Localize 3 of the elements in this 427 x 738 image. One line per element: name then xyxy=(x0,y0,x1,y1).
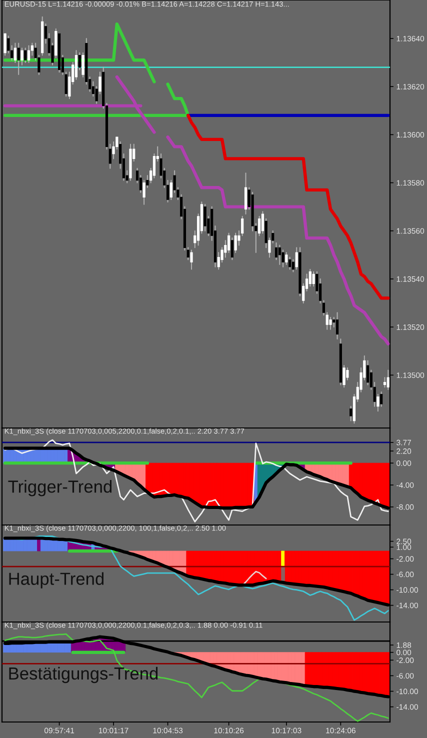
annotation: Haupt-Trend xyxy=(9,572,104,588)
annotation: Bestätigungs-Trend xyxy=(9,666,158,684)
annotation: Trigger-Trend xyxy=(8,480,112,496)
